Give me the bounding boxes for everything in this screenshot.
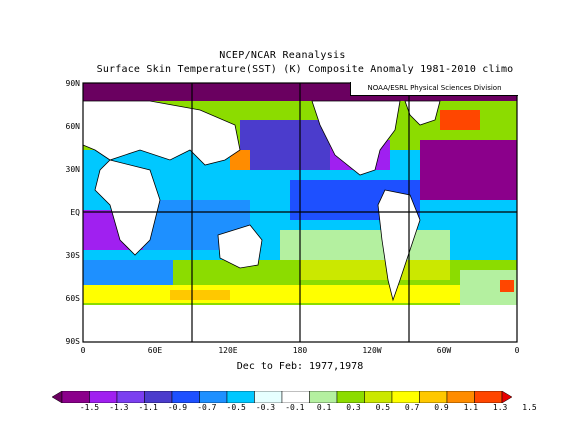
colorbar-tick-label: 1.5: [522, 403, 537, 412]
colorbar-swatch: [199, 391, 228, 403]
colorbar-swatch: [364, 391, 393, 403]
colorbar-swatch: [419, 391, 448, 403]
colorbar-swatch: [309, 391, 338, 403]
colorbar-swatch: [226, 391, 255, 403]
colorbar-swatch: [391, 391, 420, 403]
map-panel: [82, 82, 518, 343]
lon-label-120w: 120W: [362, 346, 382, 355]
colorbar-swatch: [474, 391, 503, 403]
colorbar-tick-label: 0.3: [346, 403, 361, 412]
colorbar-arrow-low: [52, 391, 63, 403]
colorbar-tick-label: 1.3: [492, 403, 508, 412]
colorbar-swatch: [336, 391, 365, 403]
colorbar-tick-label: -0.1: [285, 403, 305, 412]
credit-label: NOAA/ESRL Physical Sciences Division: [350, 82, 518, 96]
colorbar-tick-label: -1.5: [79, 403, 100, 412]
colorbar-tick-label: 0.5: [375, 403, 391, 412]
colorbar-tick-label: 1.1: [463, 403, 479, 412]
colorbar: [52, 391, 512, 403]
map-title: NCEP/NCAR Reanalysis: [219, 50, 346, 61]
colorbar-tick-label: -1.3: [109, 403, 129, 412]
colorbar-swatch: [446, 391, 475, 403]
lon-label-0-east: 0: [514, 346, 520, 355]
colorbar-tick-label: 0.7: [404, 403, 420, 412]
landmasses: [82, 100, 441, 302]
colorbar-swatch: [281, 391, 310, 403]
lon-label-60e: 60E: [147, 346, 163, 355]
lat-label-30n: 30N: [65, 165, 80, 174]
period-label: Dec to Feb: 1977,1978: [236, 361, 364, 372]
lat-label-30s: 30S: [65, 251, 80, 260]
lon-label-180: 180: [292, 346, 308, 355]
colorbar-swatch: [116, 391, 145, 403]
map-grid: [82, 82, 518, 343]
lat-label-eq: EQ: [70, 208, 80, 217]
map-subtitle: Surface Skin Temperature(SST) (K) Compos…: [96, 64, 514, 75]
colorbar-tick-label: -0.5: [226, 403, 246, 412]
colorbar-arrow-high: [501, 391, 512, 403]
lon-label-60w: 60W: [436, 346, 452, 355]
lat-label-60n: 60N: [65, 122, 80, 131]
colorbar-tick-label: -0.9: [167, 403, 188, 412]
lon-label-120e: 120E: [218, 346, 238, 355]
lon-label-0: 0: [80, 346, 86, 355]
colorbar-swatch: [144, 391, 173, 403]
colorbar-swatch: [171, 391, 200, 403]
colorbar-swatch: [89, 391, 118, 403]
colorbar-tick-label: -0.3: [255, 403, 276, 412]
colorbar-tick-label: 0.1: [316, 403, 332, 412]
colorbar-tick-label: -0.7: [197, 403, 217, 412]
colorbar-tick-label: -1.1: [138, 403, 158, 412]
lat-label-90n: 90N: [65, 79, 80, 88]
colorbar-swatch: [254, 391, 283, 403]
lat-label-90s: 90S: [65, 337, 80, 346]
lat-label-60s: 60S: [65, 294, 80, 303]
colorbar-tick-label: 0.9: [434, 403, 449, 412]
colorbar-swatch: [61, 391, 90, 403]
